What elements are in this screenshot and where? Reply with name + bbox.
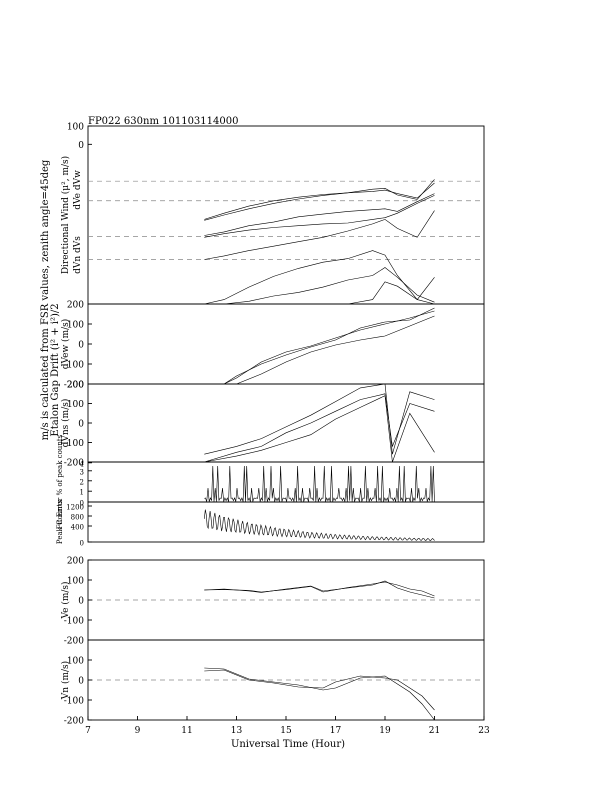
series-line: [204, 179, 435, 221]
y-axis-label: Directional Wind (μ², m/s): [60, 156, 71, 274]
x-tick-label: 7: [85, 726, 91, 736]
x-tick-label: 15: [280, 726, 292, 736]
series-line: [204, 193, 435, 236]
y-tick-label: 200: [67, 557, 84, 567]
x-tick-label: 13: [231, 726, 243, 736]
series-line: [204, 669, 435, 711]
panel-fit_error: 43 2 1 0 Fit Error % of peak counts: [56, 434, 485, 529]
y-tick-label: 0: [78, 677, 84, 687]
y-tick-label: 3: [80, 468, 84, 476]
y-tick-label: 0: [78, 141, 84, 151]
y-tick-label: 100: [67, 400, 84, 410]
series-line: [204, 250, 435, 305]
series-line: [204, 281, 435, 305]
x-axis: 7 9 11 13 15 17 19 21 23: [85, 716, 490, 736]
y-tick-label: -100: [64, 697, 84, 707]
y-tick-label: 0: [78, 597, 84, 607]
x-tick-label: 9: [135, 726, 141, 736]
y-tick-label: 0: [78, 420, 84, 430]
y-tick-label: 1: [80, 489, 84, 497]
panel-directional: 100 0 Directional Wind (μ², m/s) dVe dVw dVn…: [60, 123, 485, 305]
panel-peak_counts: 1200 800 400 0 Peak Counts: [56, 500, 485, 548]
series-line: [204, 667, 435, 721]
shared-ylabel: m/s is calculated from FSR values, zenit…: [40, 159, 51, 440]
panel-ve: 200 100 0 -100 -200 Ve (m/s): [60, 557, 485, 647]
side-label: dVn dVs: [73, 236, 83, 274]
y-tick-label: -100: [64, 439, 84, 449]
y-tick-label: 0: [80, 500, 84, 508]
y-tick-label: -200: [64, 381, 84, 391]
series-line: [204, 393, 435, 463]
y-axis-label: Fit Error % of peak counts: [56, 434, 64, 529]
panel-dvns: 200 100 0 -100 -200 dVns (m/s): [60, 381, 485, 469]
series-line: [204, 307, 435, 385]
y-axis-label: Ve (m/s): [60, 581, 71, 619]
x-tick-label: 11: [181, 726, 192, 736]
series-line: [204, 267, 435, 305]
y-tick-label: -200: [64, 717, 84, 727]
chart-title: FP022 630nm 101103114000: [88, 116, 238, 127]
y-tick-label: 400: [71, 524, 84, 532]
x-tick-label: 19: [379, 726, 391, 736]
y-tick-label: 100: [67, 657, 84, 667]
series-line: [204, 195, 435, 238]
y-axis-label: dVew (m/s): [60, 319, 71, 370]
fit-error-line: [204, 465, 435, 502]
series-line: [204, 580, 435, 599]
y-tick-label: -200: [64, 637, 84, 647]
peak-counts-line: [204, 509, 435, 541]
panel-frame: [87, 461, 485, 503]
y-tick-label: 4: [80, 460, 85, 468]
series-line: [204, 182, 435, 220]
panel-vn: 100 0 -100 -200 Vn (m/s): [60, 639, 485, 727]
panel-frame: [87, 303, 485, 385]
y-axis-label: dVns (m/s): [60, 399, 71, 448]
panel-frame: [87, 125, 485, 305]
panel-frame: [87, 383, 485, 463]
y-tick-label: 2: [80, 478, 84, 486]
series-line: [204, 581, 435, 597]
y-tick-label: 0: [80, 540, 84, 548]
series-line: [204, 395, 435, 463]
y-tick-label: 1200: [66, 504, 84, 512]
y-tick-label: -200: [64, 459, 84, 469]
y-tick-label: 0: [78, 341, 84, 351]
side-label: dVe dVw: [73, 170, 83, 210]
y-tick-label: 200: [67, 301, 84, 311]
panel-frame: [87, 501, 485, 543]
panel-dvew: 200 100 0 -100 -200 dVew (m/s): [60, 301, 485, 391]
x-tick-label: 21: [429, 726, 440, 736]
series-line: [204, 315, 435, 385]
y-tick-label: -100: [64, 361, 84, 371]
y-axis-label: Peak Counts: [56, 500, 64, 545]
y-tick-label: 100: [67, 321, 84, 331]
series-line: [204, 383, 435, 455]
series-line: [204, 210, 435, 260]
series-line: [204, 310, 435, 385]
y-tick-label: 100: [67, 577, 84, 587]
x-axis-label: Universal Time (Hour): [231, 739, 345, 750]
x-tick-label: 17: [330, 726, 342, 736]
y-tick-label: 100: [67, 123, 84, 133]
y-tick-label: 800: [71, 514, 84, 522]
y-tick-label: 200: [67, 381, 84, 391]
x-tick-label: 23: [478, 726, 490, 736]
y-axis-label: Vn (m/s): [60, 661, 71, 700]
y-tick-label: -100: [64, 617, 84, 627]
shared-ylabel-2: Etalon Gap Drift (i² + i²)/2: [50, 303, 61, 436]
